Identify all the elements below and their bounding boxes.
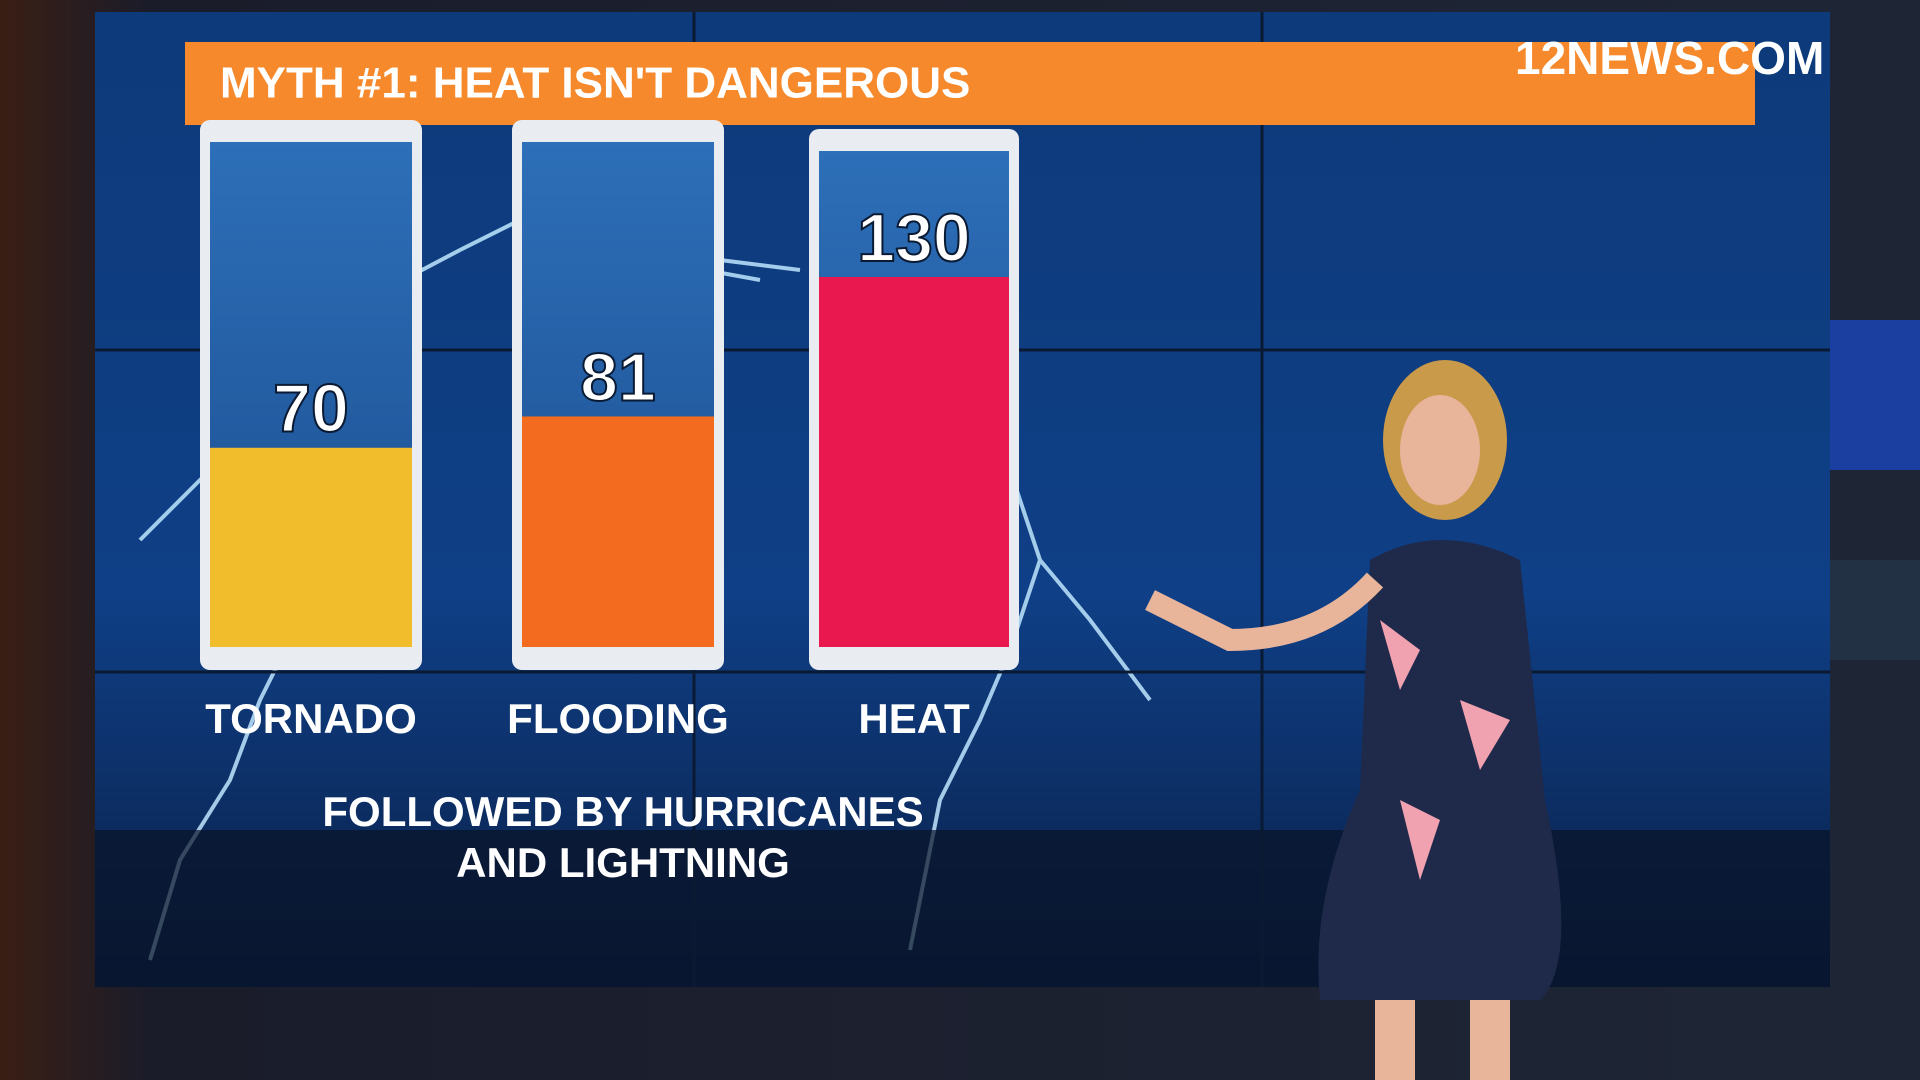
category-label: FLOODING xyxy=(507,695,729,742)
horizon xyxy=(95,830,1830,987)
value-label: 130 xyxy=(857,200,970,276)
station-logo: 12NEWS.COM xyxy=(1515,32,1824,84)
bar xyxy=(819,277,1009,647)
category-label: HEAT xyxy=(858,695,970,742)
bar xyxy=(522,416,714,647)
bar xyxy=(210,447,412,647)
presenter xyxy=(1145,360,1562,1080)
side-desk-screen xyxy=(1820,560,1920,660)
annotation: AND LIGHTNING xyxy=(456,839,790,886)
annotation: FOLLOWED BY HURRICANES xyxy=(322,788,923,835)
category-label: TORNADO xyxy=(205,695,417,742)
title-banner xyxy=(185,42,1755,125)
side-monitor xyxy=(1822,320,1920,470)
value-label: 81 xyxy=(580,339,656,415)
value-label: 70 xyxy=(273,371,349,447)
chart-title: MYTH #1: HEAT ISN'T DANGEROUS xyxy=(220,59,970,108)
